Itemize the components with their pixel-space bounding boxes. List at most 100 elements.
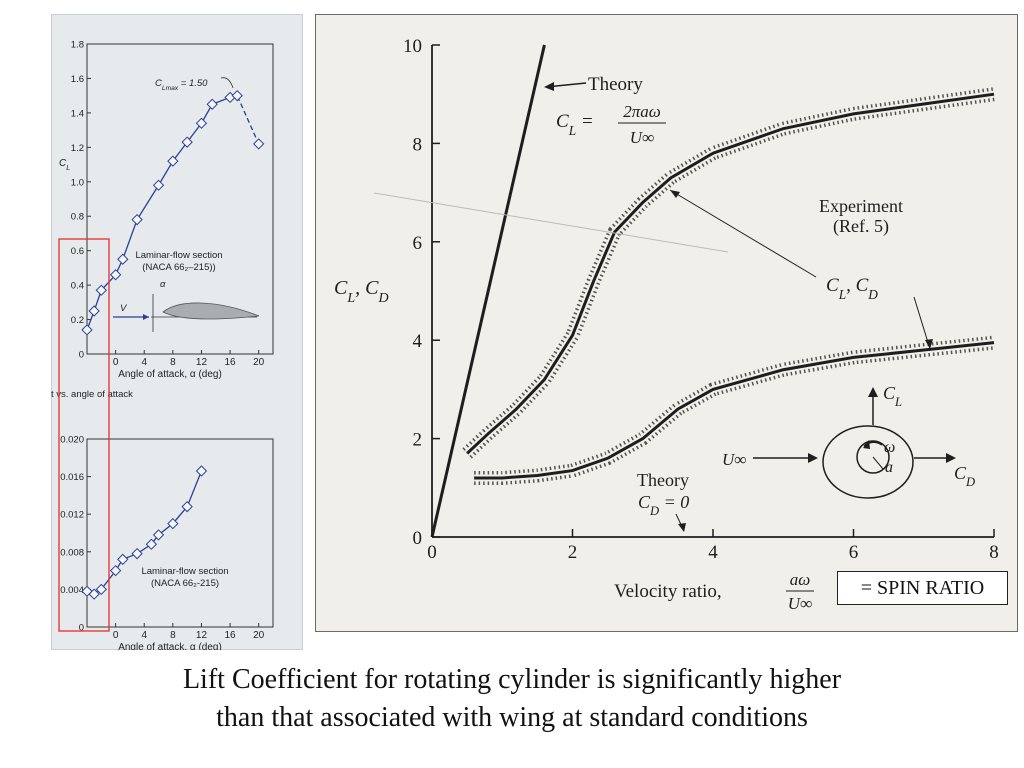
cl-chart-x-axis-label: Angle of attack, α (deg): [118, 369, 222, 380]
cd-chart-y-tick-label: 0.008: [60, 547, 84, 558]
cyl-y-axis-label: CL, CD: [334, 277, 389, 306]
cl-chart-x-tick-label: 0: [113, 357, 119, 368]
inset-cl-label: CL: [883, 383, 902, 409]
cyl-y-tick-label: 2: [413, 430, 423, 451]
theory-formula-lhs: CL =: [556, 111, 594, 138]
caption-line-2: than that associated with wing at standa…: [216, 702, 808, 733]
inset-outer-circle: [822, 425, 914, 499]
rotating-cylinder-chart-panel: 0 2 4 6 8 10 0 2 4 6 8 CL, CD Velocity ratio, aω U∞ The…: [315, 14, 1018, 632]
radius-line: [872, 456, 884, 470]
cl-chart-y-tick-label: 0: [79, 350, 84, 361]
cd-chart-y-tick-label: 0.012: [60, 510, 84, 521]
cd-chart-x-tick-label: 8: [170, 630, 176, 641]
cyl-theory-line: [430, 44, 546, 538]
cl-chart-x-tick-label: 12: [196, 357, 208, 368]
theory-cd-label-2: CD = 0: [638, 492, 689, 518]
cd-data-point: [145, 538, 158, 550]
theory-label: Theory: [588, 74, 643, 95]
cl-chart-x-tick-label: 16: [225, 357, 237, 368]
cyl-y-tick-label: 8: [413, 134, 423, 155]
cd-data-point: [95, 583, 107, 596]
cd-data-point: [117, 553, 129, 565]
velocity-arrow-head: [143, 314, 149, 320]
partial-caption: t vs. angle of attack: [51, 389, 133, 400]
cl-data-point: [95, 284, 107, 296]
cl-cd-leader-1-head: [670, 190, 680, 198]
cl-chart-y-tick-label: 1.4: [71, 108, 84, 119]
cyl-x-tick-label: 2: [568, 542, 578, 563]
rotation-arrow: [863, 441, 883, 447]
cylinder-circle: [856, 440, 890, 474]
cd-section-label-2: (NACA 66₂-215): [151, 578, 219, 589]
cl-section-label-2: (NACA 66₂–215)): [142, 262, 215, 273]
cl-section-label-1: Laminar-flow section: [135, 250, 222, 261]
inset-omega-label: ω: [884, 439, 895, 456]
inset-freestream-label: U∞: [722, 450, 746, 469]
inset-freestream-head: [808, 453, 818, 463]
cyl-y-tick-label: 0: [413, 528, 423, 549]
cyl-cl-curve: [466, 92, 995, 455]
faint-leader-line: [373, 192, 729, 253]
cl-velocity-label: V: [120, 303, 128, 314]
cd-chart-y-tick-label: 0.004: [60, 585, 84, 596]
cl-cd-label: CL, CD: [826, 275, 878, 302]
cl-chart-x-tick-label: 20: [253, 357, 265, 368]
cyl-y-tick-label: 10: [403, 36, 422, 57]
cl-data-point: [117, 253, 129, 265]
theory-leader-head: [544, 82, 554, 91]
cd-section-label-1: Laminar-flow section: [141, 566, 228, 577]
cyl-x-tick-label: 4: [708, 542, 718, 563]
cd-data-point: [152, 529, 165, 541]
cd-data-point: [88, 588, 100, 600]
cl-data-point: [253, 138, 265, 150]
cl-chart-y-tick-label: 0.2: [71, 315, 84, 326]
cd-chart-x-tick-label: 20: [253, 630, 265, 641]
cl-data-point: [181, 136, 193, 148]
airfoil-charts-panel: 0 0.2 0.4 0.6 0.8 1.0 1.2 1.4 1.6 1.8 0 4 8 12 16 20 Ang…: [51, 14, 303, 650]
cd-chart-plot-frame: [86, 438, 274, 628]
inset-radius-label: a: [885, 459, 893, 476]
cd-data-point: [181, 501, 193, 513]
cd-chart-x-tick-label: 12: [196, 630, 208, 641]
cl-chart-y-axis-label: CL: [59, 158, 70, 172]
cd-chart-y-tick-label: 0.020: [60, 435, 84, 446]
cyl-x-fraction-den: U∞: [788, 594, 812, 613]
rotation-arrow-head: [863, 440, 870, 449]
caption-line-1: Lift Coefficient for rotating cylinder i…: [182, 664, 842, 695]
cl-data-point: [109, 269, 122, 281]
experiment-label-2: (Ref. 5): [833, 216, 889, 237]
cl-max-leader: [220, 77, 234, 89]
theory-formula-den: U∞: [630, 128, 654, 147]
drag-arrow-head: [946, 453, 956, 463]
cyl-y-tick-label: 4: [413, 331, 423, 352]
cl-chart-y-tick-label: 1.0: [71, 177, 84, 188]
cyl-y-tick-label: 6: [413, 233, 423, 254]
cyl-x-tick-label: 6: [849, 542, 859, 563]
cl-chart-y-tick-label: 0.8: [71, 212, 84, 223]
inset-cd-label: CD: [954, 463, 975, 489]
cd-chart-x-tick-label: 16: [225, 630, 237, 641]
cl-cd-leader-2-head: [925, 339, 933, 349]
theory-cd-label-1: Theory: [637, 470, 689, 490]
cl-data-point: [131, 214, 143, 226]
cl-curve-dashed: [229, 94, 260, 145]
cl-chart-x-tick-label: 4: [141, 357, 147, 368]
cd-data-point: [195, 465, 208, 477]
cl-chart-y-tick-label: 1.2: [71, 143, 84, 154]
cl-chart-y-tick-label: 1.6: [71, 74, 84, 85]
lift-arrow-head: [868, 387, 878, 397]
rotating-cylinder-chart-svg: 0 2 4 6 8 10 0 2 4 6 8 CL, CD Velocity ratio, aω U∞ The…: [334, 36, 999, 613]
cl-data-point: [88, 305, 100, 317]
cl-chart-plot-frame: [86, 43, 274, 355]
spin-ratio-label: = SPIN RATIO: [837, 571, 1008, 605]
cl-alpha-label: α: [160, 279, 166, 290]
airfoil-shape: [162, 302, 260, 320]
cl-data-point: [231, 90, 243, 102]
cd-chart-y-tick-label: 0.016: [60, 472, 84, 483]
experiment-label-1: Experiment: [819, 196, 903, 216]
cd-chart-x-tick-label: 4: [141, 630, 147, 641]
cd-chart-y-tick-label: 0: [79, 623, 84, 634]
cl-max-annotation: CLmax = 1.50: [155, 78, 208, 92]
cd-chart-x-axis-label: Angle of attack, α (deg): [118, 642, 222, 650]
cyl-x-fraction-num: aω: [790, 570, 811, 589]
